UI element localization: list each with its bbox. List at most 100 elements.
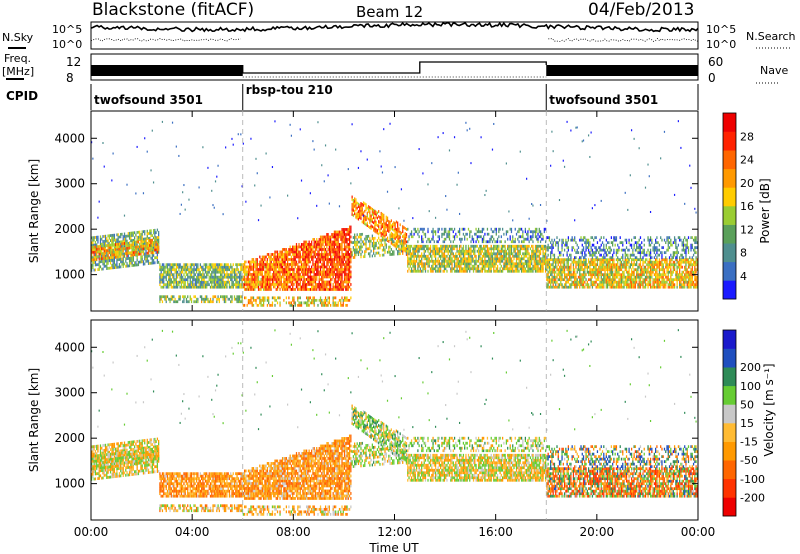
power-cell: [192, 268, 194, 272]
power-cell: [553, 275, 556, 279]
power-cell: [555, 258, 557, 262]
power-cell: [345, 245, 347, 249]
power-cell: [371, 212, 373, 216]
power-cell: [261, 296, 263, 300]
power-cell: [548, 246, 551, 250]
power-cell: [453, 267, 456, 271]
power-cell: [198, 268, 200, 272]
power-cell: [304, 265, 306, 269]
power-cell: [161, 280, 164, 284]
power-cell: [319, 243, 322, 246]
power-cell: [357, 250, 360, 254]
power-cell: [106, 267, 108, 270]
power-cell: [465, 257, 467, 261]
power-cell: [270, 265, 272, 269]
power-cell: [323, 250, 325, 254]
power-cell: [419, 254, 422, 258]
power-cell: [494, 262, 496, 266]
power-cell: [485, 249, 487, 253]
power-cell: [514, 237, 516, 241]
power-cell: [490, 259, 492, 263]
power-cell: [128, 261, 131, 265]
power-cell: [326, 288, 328, 291]
power-cell: [228, 285, 231, 289]
power-cell: [189, 278, 191, 282]
power-cell: [238, 263, 241, 267]
power-cell: [432, 244, 434, 248]
power-cell: [298, 255, 300, 259]
nsky-trace: [90, 21, 699, 33]
power-cell: [388, 245, 390, 249]
power-cell: [174, 300, 176, 304]
power-cell: [375, 215, 377, 219]
power-cell: [531, 203, 533, 205]
power-cell: [547, 263, 549, 267]
power-cell: [288, 273, 290, 276]
power-cell: [404, 234, 406, 238]
power-cell: [486, 259, 489, 263]
power-cell: [426, 257, 428, 261]
power-cell: [290, 134, 292, 137]
power-cell: [480, 269, 482, 273]
power-cell: [427, 257, 429, 261]
power-cell: [152, 246, 155, 250]
power-cell: [292, 248, 294, 251]
power-cell: [324, 303, 327, 307]
power-cell: [416, 244, 418, 248]
power-cell: [217, 280, 219, 284]
power-cell: [245, 260, 247, 264]
power-cell: [366, 234, 368, 238]
power-cell: [182, 265, 184, 269]
power-cell: [536, 230, 538, 234]
power-cell: [438, 227, 441, 231]
power-cell: [342, 235, 344, 239]
power-cell: [546, 278, 548, 282]
power-cell: [446, 232, 448, 236]
power-cell: [365, 247, 367, 251]
power-cell: [505, 249, 508, 253]
power-cell: [388, 240, 390, 243]
power-cell: [130, 231, 132, 235]
power-cell: [303, 245, 305, 249]
power-cell: [365, 215, 367, 219]
power-cell: [195, 270, 198, 274]
power-cell: [381, 225, 384, 229]
power-cell: [201, 278, 203, 282]
power-cell: [308, 248, 310, 251]
power-cell: [546, 275, 548, 279]
power-cell: [337, 243, 339, 246]
power-cell: [319, 235, 322, 239]
power-cell: [279, 275, 281, 279]
power-cell: [456, 254, 458, 258]
power-cell: [484, 249, 486, 253]
power-cell: [132, 238, 134, 242]
power-cell: [395, 233, 398, 236]
power-cell: [351, 208, 353, 211]
power-cell: [131, 241, 133, 245]
power-cell: [130, 243, 132, 247]
power-cell: [458, 227, 461, 231]
power-cell: [141, 232, 143, 236]
power-cell: [323, 288, 325, 291]
power-cell: [255, 283, 257, 286]
power-cell: [202, 273, 204, 277]
power-cell: [448, 249, 451, 253]
power-cell: [228, 275, 231, 279]
power-cell: [202, 283, 204, 287]
power-cell: [168, 263, 170, 267]
power-cell: [313, 303, 315, 307]
power-cell: [289, 288, 291, 291]
power-cell: [104, 256, 107, 260]
power-cell: [319, 240, 322, 244]
power-cell: [147, 237, 150, 240]
power-cell: [317, 243, 319, 246]
power-cell: [207, 283, 209, 287]
power-cell: [136, 263, 138, 267]
power-cell: [351, 241, 353, 245]
power-cell: [208, 275, 210, 279]
power-cell: [508, 249, 510, 253]
power-cell: [225, 275, 227, 279]
power-cell: [271, 166, 274, 169]
power-cell: [175, 300, 177, 304]
power-cell: [557, 263, 559, 267]
